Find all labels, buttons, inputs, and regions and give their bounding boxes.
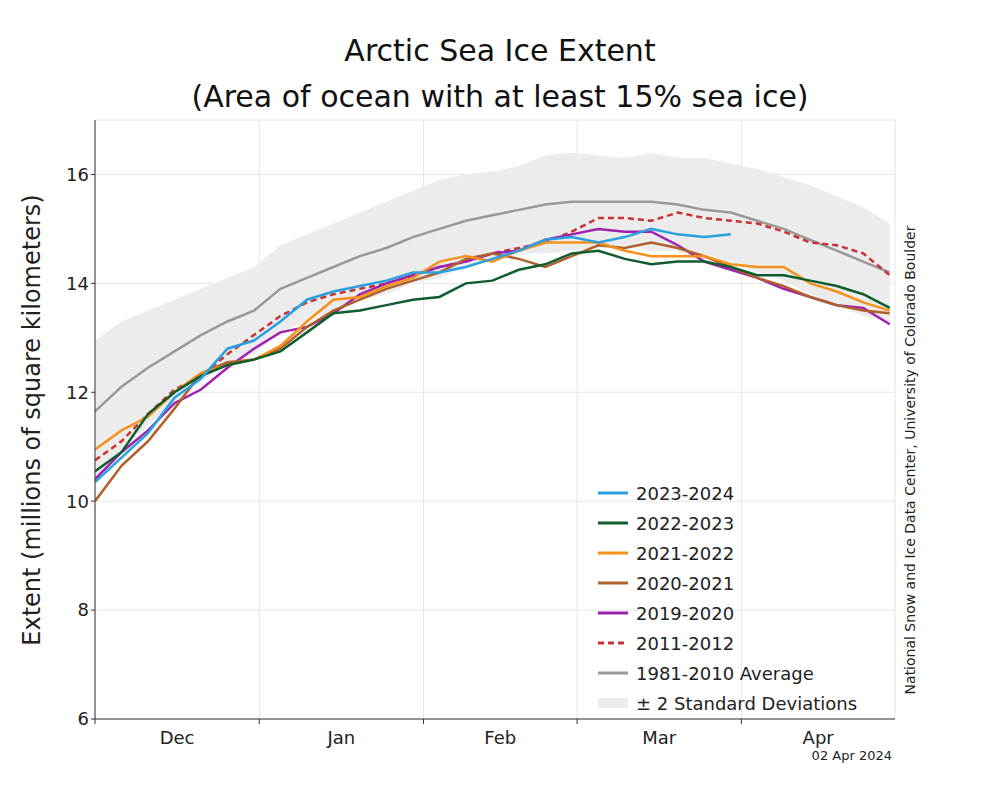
html-text:2020-2021: 2020-2021 xyxy=(636,572,735,594)
html-text:2021-2022: 2021-2022 xyxy=(636,542,735,564)
html-text:02 Apr 2024: 02 Apr 2024 xyxy=(811,748,892,763)
html-text:2011-2012: 2011-2012 xyxy=(636,632,735,654)
html-text:(Area of ocean with at least 1: (Area of ocean with at least 15% sea ice… xyxy=(191,79,809,114)
svg-text:Apr: Apr xyxy=(803,727,835,748)
svg-text:Dec: Dec xyxy=(160,727,195,748)
html-text:Arctic Sea Ice Extent: Arctic Sea Ice Extent xyxy=(344,33,656,68)
svg-text:6: 6 xyxy=(78,708,89,729)
html-text:2022-2023: 2022-2023 xyxy=(636,512,735,534)
html-text:1981-2010 Average: 1981-2010 Average xyxy=(636,662,814,684)
html-text:2023-2024: 2023-2024 xyxy=(636,482,735,504)
svg-text:Mar: Mar xyxy=(642,727,677,748)
html-text:National Snow and Ice Data Cen: National Snow and Ice Data Center, Unive… xyxy=(902,225,918,695)
svg-text:8: 8 xyxy=(78,599,89,620)
html-text:Extent (millions of square kil: Extent (millions of square kilometers) xyxy=(18,194,46,646)
html-text:± 2 Standard Deviations: ± 2 Standard Deviations xyxy=(636,692,858,714)
svg-text:Jan: Jan xyxy=(326,727,355,748)
svg-text:16: 16 xyxy=(66,164,89,185)
svg-text:10: 10 xyxy=(66,491,89,512)
html-text:2019-2020: 2019-2020 xyxy=(636,602,735,624)
svg-text:14: 14 xyxy=(66,273,89,294)
svg-text:12: 12 xyxy=(66,382,89,403)
svg-text:Feb: Feb xyxy=(484,727,516,748)
